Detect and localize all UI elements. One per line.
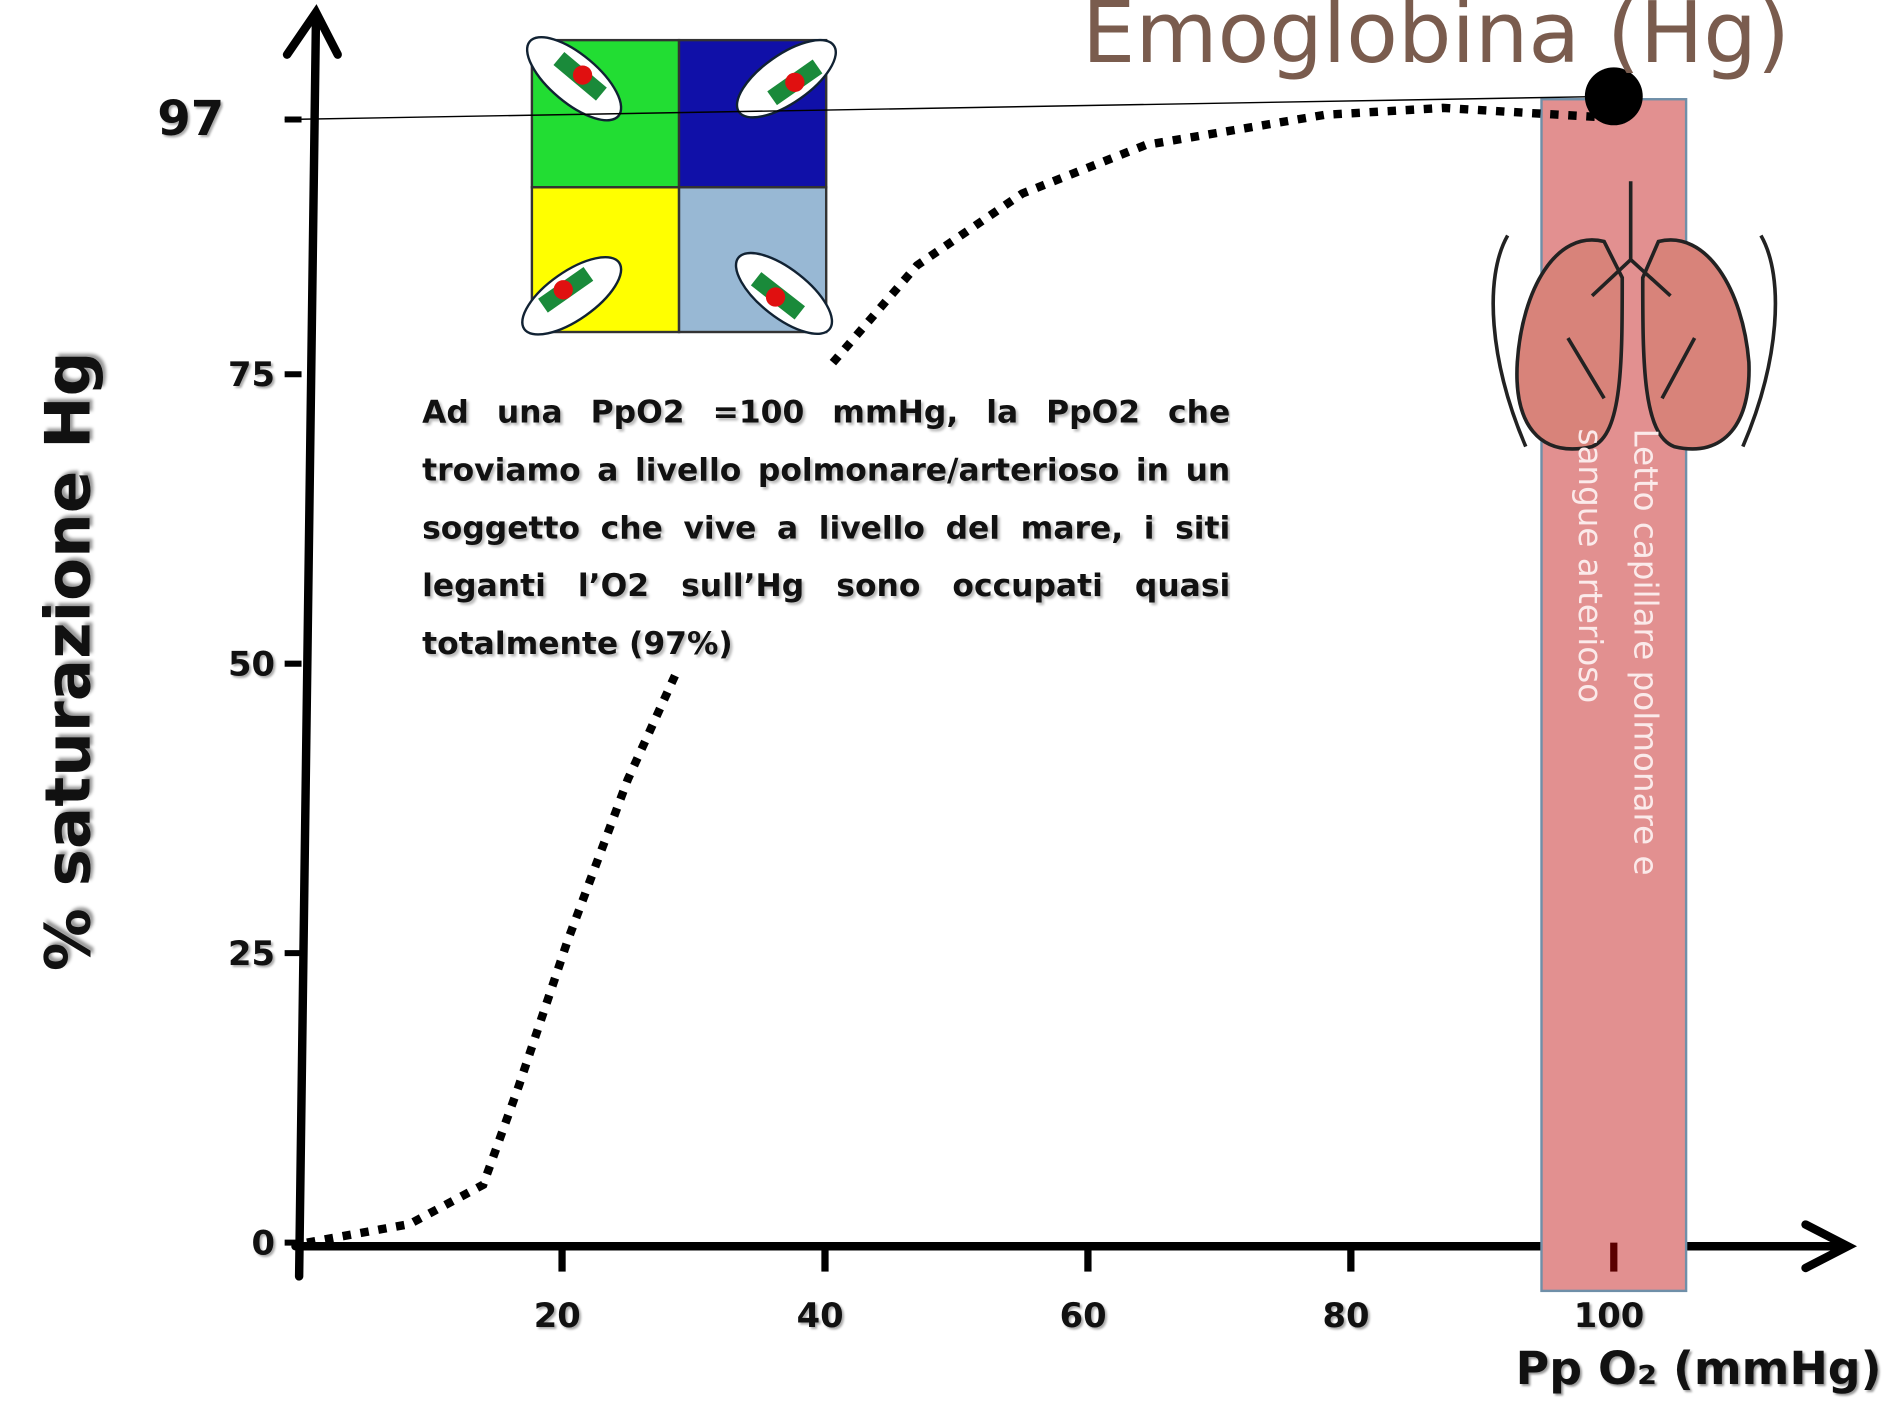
lung-lines	[1491, 234, 1778, 448]
y-tick-label: 50	[228, 645, 275, 684]
y-axis-arrow	[282, 4, 342, 59]
trachea	[1566, 181, 1697, 400]
annotation-box: Ad una PpO2 =100 mmHg, la PpO2 che trovi…	[422, 394, 1231, 663]
reference-line	[284, 95, 1614, 121]
x-tick-label: 60	[1060, 1296, 1107, 1335]
x-axis-title: Pp O₂ (mmHg)	[1516, 1341, 1882, 1395]
hemoglobin-icon	[521, 35, 838, 336]
annotation: Ad una PpO2 =100 mmHg, la PpO2 che trovi…	[422, 394, 1231, 663]
chart-title: Emoglobina (Hg)	[1082, 0, 1790, 82]
x-tick-label: 40	[797, 1296, 844, 1335]
band-label: Letto capillare polmonare e sangue arter…	[1570, 428, 1664, 876]
curve	[306, 673, 679, 1247]
y-axis	[294, 10, 321, 1281]
curve	[829, 103, 1601, 366]
x-tick-label: 20	[534, 1296, 581, 1335]
lungs-icon	[1491, 181, 1778, 451]
y-axis-title: % saturazione Hg	[31, 352, 104, 972]
lung-left	[1515, 238, 1625, 451]
band-label-box: Letto capillare polmonare e sangue arter…	[1570, 428, 1664, 876]
y-tick-label: 0	[251, 1224, 275, 1263]
highlight-point	[1584, 67, 1643, 126]
x-axis-arrow	[1801, 1220, 1858, 1273]
y-tick-label: 97	[157, 91, 224, 147]
y-tick-label: 75	[228, 355, 275, 394]
lung-right	[1640, 238, 1751, 451]
y-tick-label: 25	[228, 934, 275, 973]
x-tick-label: 80	[1323, 1296, 1370, 1335]
x-tick-label: 100	[1574, 1296, 1644, 1335]
